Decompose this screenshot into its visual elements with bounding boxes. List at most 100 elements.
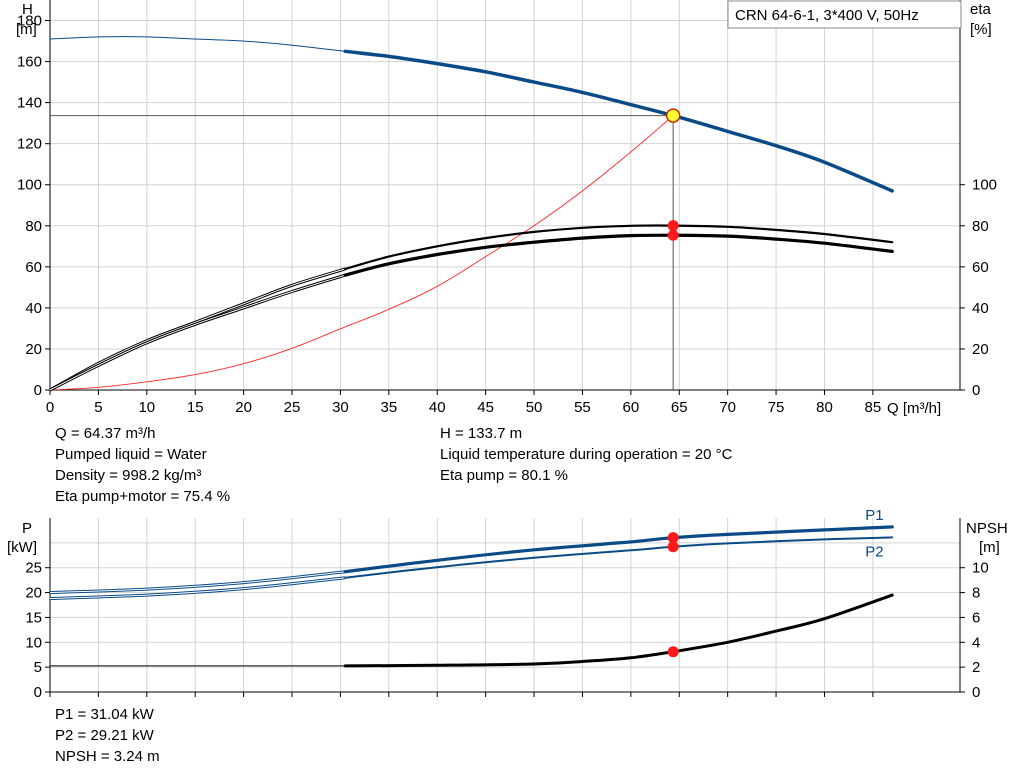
power-y2-tick-label: 10 [972, 560, 989, 577]
eta-total-curve-outside-range-core [49, 274, 346, 391]
npsh-duty-marker [667, 646, 679, 658]
p1-duty-marker [667, 532, 679, 544]
x-tick-label: 60 [623, 399, 640, 416]
npsh-curve [343, 593, 894, 668]
x-tick-label: 50 [526, 399, 543, 416]
x-tick-label: 65 [671, 399, 688, 416]
x-tick-label: 10 [138, 399, 155, 416]
power-y2-tick-label: 2 [972, 659, 980, 676]
power-y-tick-label: 0 [34, 684, 42, 701]
power-axis-unit: [kW] [7, 539, 37, 556]
power-y-tick-label: 20 [25, 585, 42, 602]
x-tick-label: 35 [380, 399, 397, 416]
info-density: Density = 998.2 kg/m³ [55, 467, 202, 484]
power-axes: 0 5 10 15 20 25 0 2 4 6 8 10 [25, 518, 989, 701]
eta-pump-curve-outside-range-core [49, 268, 346, 391]
info-panel-left: Q = 64.37 m³/h Pumped liquid = Water Den… [55, 423, 230, 507]
head-y-tick-label: 60 [25, 259, 42, 276]
p2-curve-outside-range-core [49, 577, 346, 599]
x-tick-label: 5 [94, 399, 102, 416]
head-y2-tick-label: 40 [972, 300, 989, 317]
eta-axis-unit: [%] [970, 21, 992, 38]
power-y2-tick-label: 6 [972, 609, 980, 626]
info-panel-bottom: P1 = 31.04 kW P2 = 29.21 kW NPSH = 3.24 … [55, 704, 160, 767]
head-axis-label: H [22, 1, 33, 18]
power-y-tick-label: 10 [25, 634, 42, 651]
eta-pump-curve-outside-range [49, 267, 346, 392]
x-tick-label: 55 [574, 399, 591, 416]
eta-pump-curve [344, 224, 894, 270]
p2-curve [344, 536, 894, 579]
head-grid [49, 0, 960, 391]
p1-curve [343, 525, 894, 574]
power-y-tick-label: 15 [25, 609, 42, 626]
x-tick-label: 85 [865, 399, 882, 416]
info-npsh: NPSH = 3.24 m [55, 748, 160, 765]
x-tick-label: 20 [235, 399, 252, 416]
head-y-tick-label: 40 [25, 300, 42, 317]
head-y-tick-label: 180 [17, 13, 42, 30]
info-eta-pump: Eta pump = 80.1 % [440, 467, 568, 484]
x-tick-label: 40 [429, 399, 446, 416]
x-tick-label: 70 [719, 399, 736, 416]
head-y2-tick-label: 60 [972, 259, 989, 276]
axis-titles: H [m] eta [%] Q [m³/h] P [kW] NPSH [m] [7, 1, 1008, 556]
head-y-tick-label: 120 [17, 136, 42, 153]
head-y-tick-label: 100 [17, 177, 42, 194]
eta-total-curve [343, 233, 894, 277]
info-head: H = 133.7 m [440, 425, 523, 442]
p2-curve-outside-range [49, 576, 346, 600]
info-temperature: Liquid temperature during operation = 20… [440, 446, 733, 463]
eta-total-curve-outside-range [49, 273, 346, 392]
head-efficiency-plot: 0 5 10 15 20 25 30 35 40 45 50 55 60 65 70 75 80 85 0 20 40 6… [17, 0, 997, 416]
chart-title-box: CRN 64-6-1, 3*400 V, 50Hz [727, 0, 962, 29]
head-y-tick-label: 140 [17, 95, 42, 112]
x-tick-label: 30 [332, 399, 349, 416]
p2-series-label: P2 [865, 543, 883, 560]
x-tick-label: 75 [768, 399, 785, 416]
head-y-tick-label: 160 [17, 54, 42, 71]
info-p2: P2 = 29.21 kW [55, 727, 154, 744]
power-y2-tick-label: 8 [972, 585, 980, 602]
power-y-tick-label: 25 [25, 560, 42, 577]
head-y2-tick-label: 20 [972, 341, 989, 358]
x-tick-label: 45 [477, 399, 494, 416]
p1-series-label: P1 [865, 507, 883, 524]
system-curve [49, 115, 674, 391]
chart-title: CRN 64-6-1, 3*400 V, 50Hz [735, 7, 919, 24]
x-tick-label: 25 [284, 399, 301, 416]
info-flow: Q = 64.37 m³/h [55, 425, 156, 442]
head-y-tick-label: 80 [25, 218, 42, 235]
npsh-axis-unit: [m] [979, 539, 1000, 556]
head-y-tick-label: 0 [34, 382, 42, 399]
info-liquid: Pumped liquid = Water [55, 446, 207, 463]
eta-total-duty-marker [667, 229, 679, 241]
info-eta-total: Eta pump+motor = 75.4 % [55, 488, 231, 505]
power-npsh-plot: 0 5 10 15 20 25 0 2 4 6 8 10 P1 P2 [25, 507, 988, 701]
p2-duty-marker [667, 541, 679, 553]
head-axes: 0 5 10 15 20 25 30 35 40 45 50 55 60 65 70 75 80 85 0 20 40 6… [17, 0, 997, 416]
power-y2-tick-label: 4 [972, 634, 980, 651]
power-y2-tick-label: 0 [972, 684, 980, 701]
duty-point-marker [665, 108, 681, 123]
head-y2-tick-label: 0 [972, 382, 980, 399]
head-axis-unit: [m] [16, 21, 37, 38]
power-y-tick-label: 5 [34, 659, 42, 676]
eta-axis-label: eta [970, 1, 992, 18]
head-curve [343, 49, 894, 193]
head-curve-outside-range [49, 36, 346, 52]
info-panel-right: H = 133.7 m Liquid temperature during op… [440, 423, 732, 486]
head-y-tick-label: 20 [25, 341, 42, 358]
x-tick-label: 0 [46, 399, 54, 416]
npsh-axis-label: NPSH [966, 520, 1008, 537]
head-y2-tick-label: 100 [972, 177, 997, 194]
eta-pump-duty-marker [667, 220, 679, 232]
flow-axis-label: Q [m³/h] [887, 400, 941, 417]
head-y2-tick-label: 80 [972, 218, 989, 235]
p1-curve-outside-range-core [49, 571, 346, 594]
x-tick-label: 80 [816, 399, 833, 416]
info-p1: P1 = 31.04 kW [55, 706, 154, 723]
x-tick-label: 15 [187, 399, 204, 416]
power-axis-label: P [22, 520, 32, 537]
